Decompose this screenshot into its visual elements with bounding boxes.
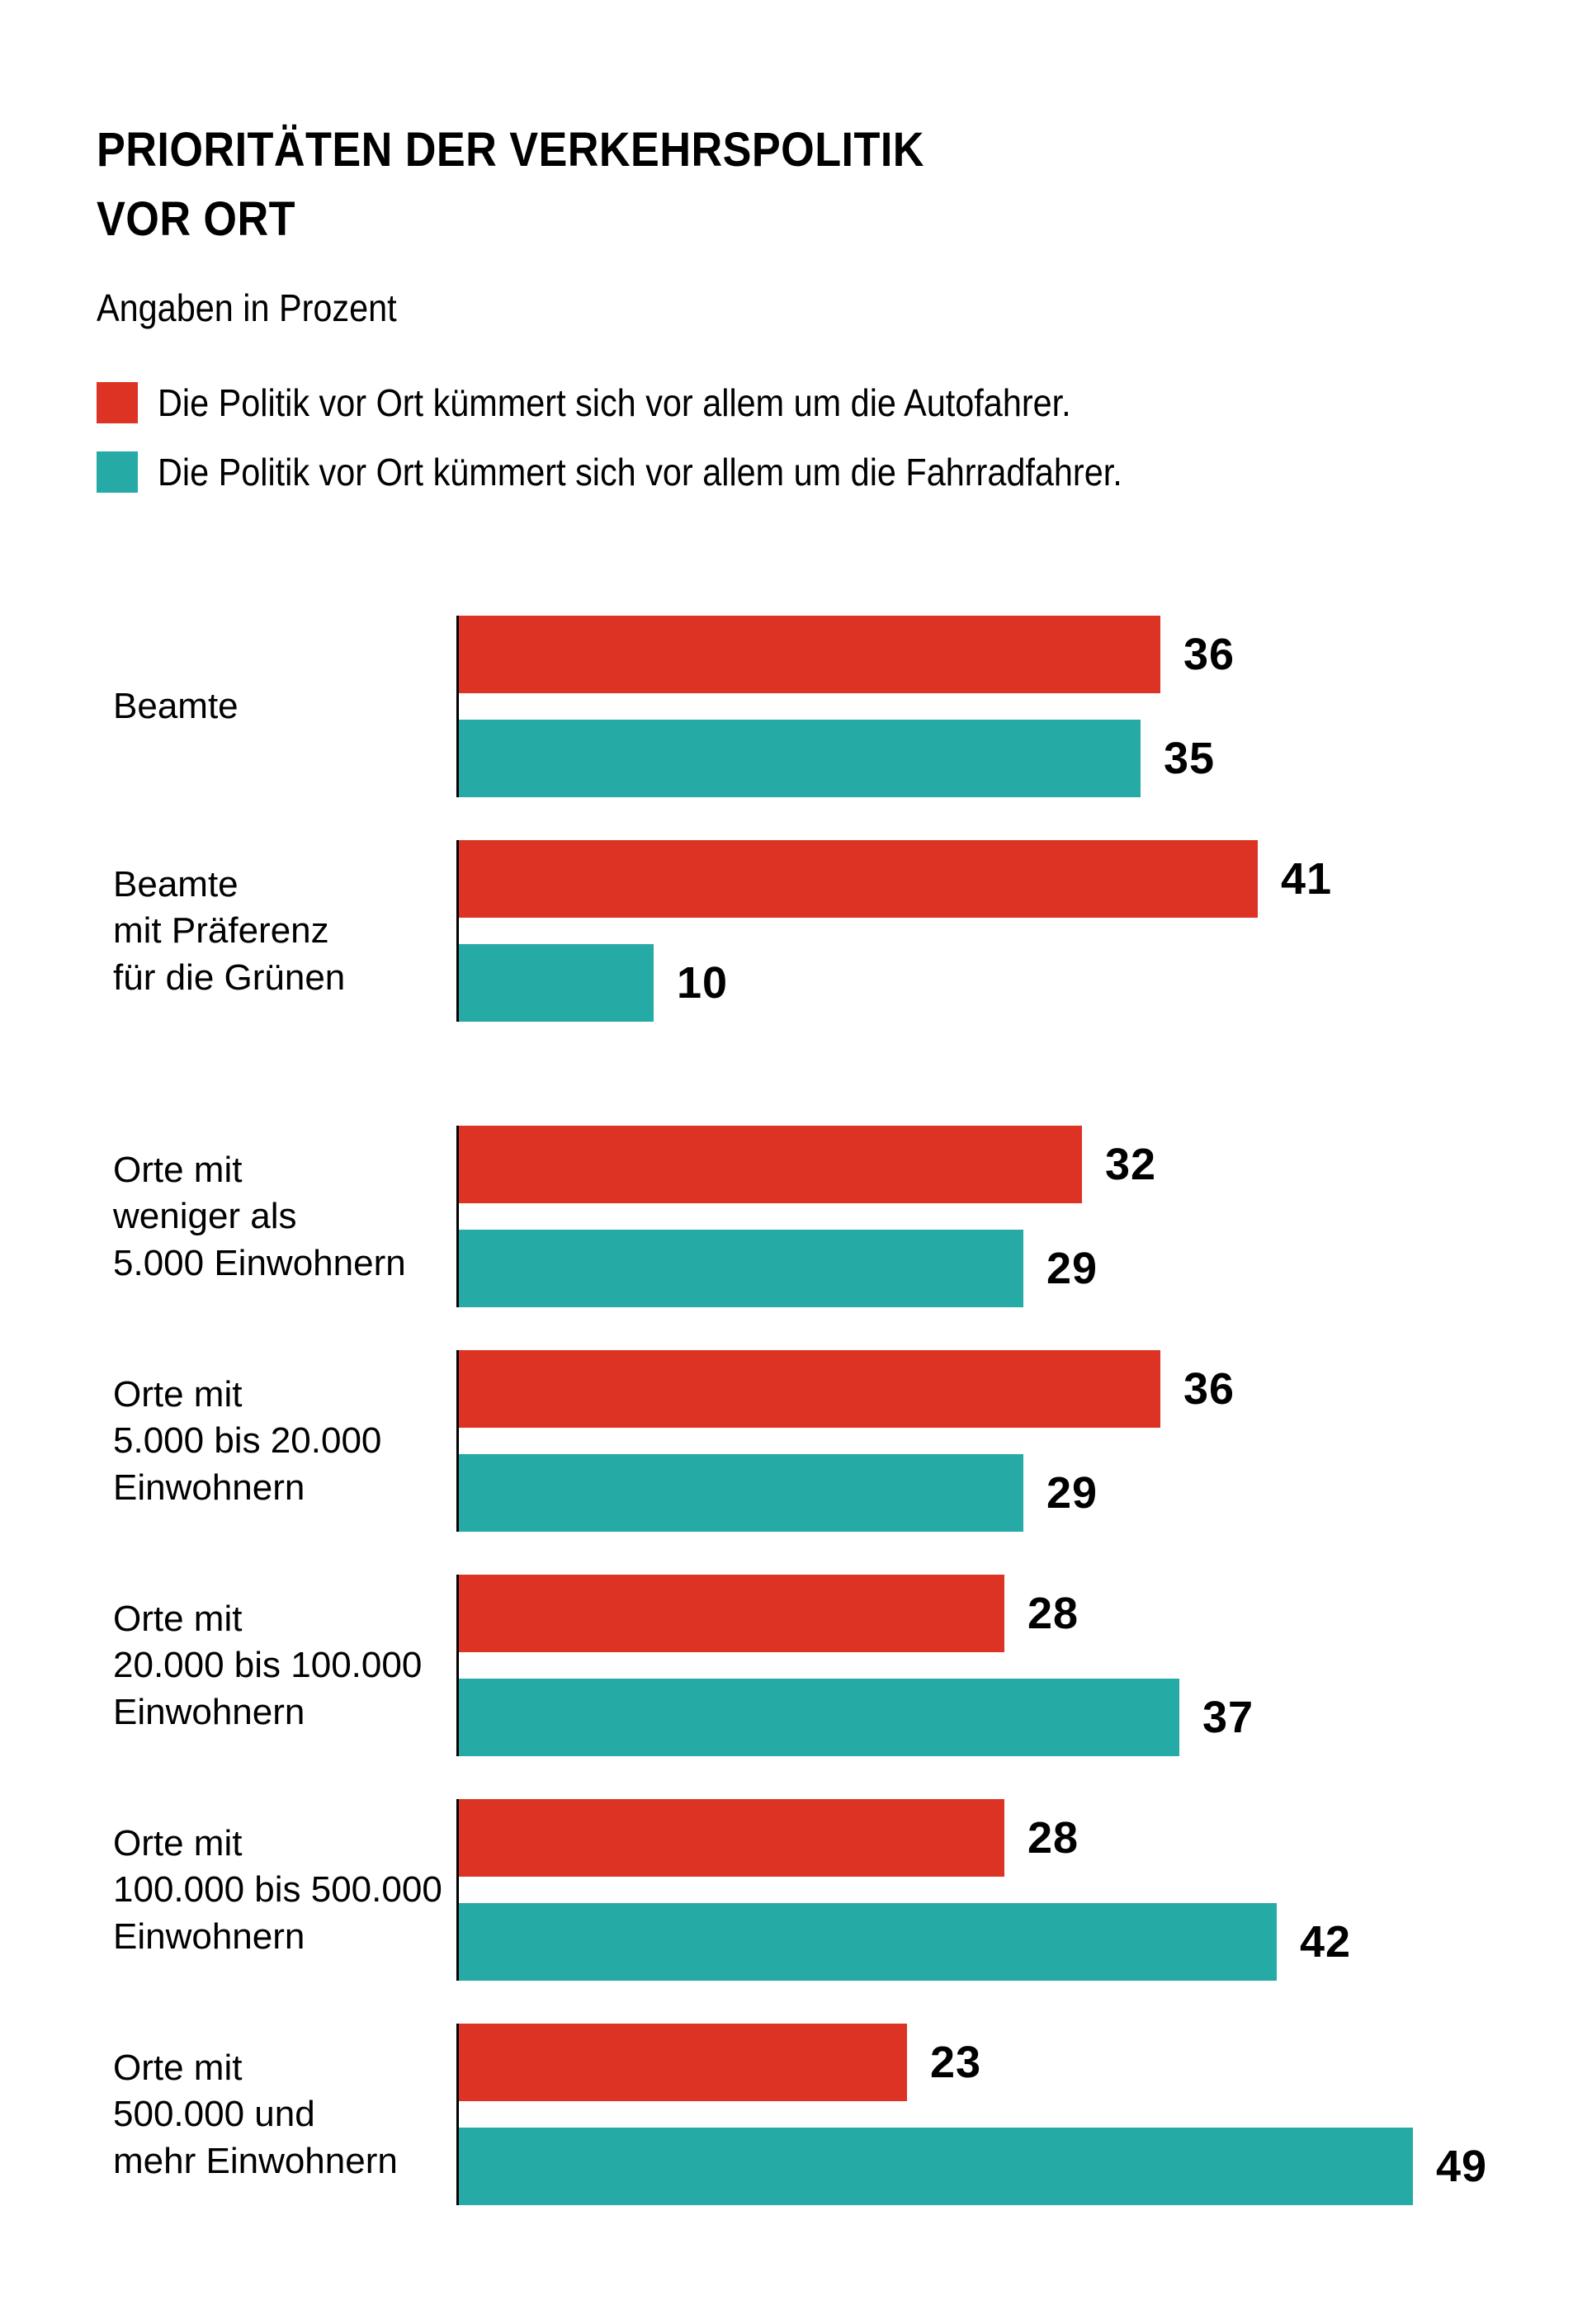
value-label-fahrradfahrer: 29 [1046,1244,1098,1294]
value-label-autofahrer: 32 [1105,1140,1157,1190]
bar-autofahrer [459,840,1258,919]
category-label: Orte mit 100.000 bis 500.000 Einwohnern [113,1822,442,1957]
bar-row-autofahrer: 32 [459,1126,1157,1204]
bar-row-autofahrer: 36 [459,616,1235,694]
legend-row-fahrradfahrer: Die Politik vor Ort kümmert sich vor all… [97,451,1542,494]
bar-autofahrer [459,2024,907,2102]
bar-row-autofahrer: 23 [459,2024,1487,2102]
category-label: Beamte [113,686,239,727]
value-label-fahrradfahrer: 42 [1300,1917,1352,1967]
bar-fahrradfahrer [459,1230,1023,1308]
page-title-line1: PRIORITÄTEN DER VERKEHRSPOLITIK [97,123,924,177]
bar-chart: Beamte 36 35 Beamte mit Präferenz für di… [97,616,1542,2206]
bar-fahrradfahrer [459,1454,1023,1533]
bar-area: 23 49 [456,2024,1488,2206]
value-label-fahrradfahrer: 35 [1164,734,1216,784]
bar-fahrradfahrer [459,944,654,1023]
bar-row-fahrradfahrer: 35 [459,720,1235,798]
chart-subtitle: Angaben in Prozent [97,286,397,330]
chart-legend: Die Politik vor Ort kümmert sich vor all… [97,381,1542,494]
bar-row-autofahrer: 28 [459,1575,1254,1653]
bar-row-fahrradfahrer: 37 [459,1679,1254,1757]
chart-group-orte-5000-20000: Orte mit 5.000 bis 20.000 Einwohnern 36 … [97,1350,1542,1533]
value-label-fahrradfahrer: 29 [1046,1468,1098,1519]
chart-group-orte-unter-5000: Orte mit weniger als 5.000 Einwohnern 32… [97,1126,1542,1308]
value-label-fahrradfahrer: 37 [1202,1693,1254,1743]
legend-label-fahrradfahrer: Die Politik vor Ort kümmert sich vor all… [158,451,1122,494]
bar-row-fahrradfahrer: 10 [459,944,1332,1023]
chart-group-orte-ueber-500000: Orte mit 500.000 und mehr Einwohnern 23 … [97,2024,1542,2206]
bar-area: 36 29 [456,1350,1235,1533]
bar-fahrradfahrer [459,2128,1413,2206]
bar-fahrradfahrer [459,1903,1277,1982]
chart-group-orte-20000-100000: Orte mit 20.000 bis 100.000 Einwohnern 2… [97,1575,1542,1757]
chart-group-beamte: Beamte 36 35 [97,616,1542,798]
bar-autofahrer [459,1799,1004,1878]
value-label-autofahrer: 36 [1183,630,1235,680]
bar-autofahrer [459,616,1160,694]
category-label: Orte mit weniger als 5.000 Einwohnern [113,1149,406,1283]
bar-row-autofahrer: 41 [459,840,1333,919]
value-label-autofahrer: 28 [1027,1589,1079,1639]
page-title-line2: VOR ORT [97,192,295,247]
bar-area: 32 29 [456,1126,1157,1308]
bar-row-fahrradfahrer: 29 [459,1454,1235,1533]
bar-area: 28 37 [456,1575,1254,1757]
value-label-autofahrer: 41 [1281,854,1333,905]
value-label-autofahrer: 23 [930,2038,982,2088]
value-label-fahrradfahrer: 10 [677,958,729,1008]
bar-row-autofahrer: 28 [459,1799,1351,1878]
bar-row-fahrradfahrer: 49 [459,2128,1488,2206]
value-label-autofahrer: 28 [1027,1813,1079,1863]
value-label-fahrradfahrer: 49 [1436,2142,1488,2192]
chart-group-orte-100000-500000: Orte mit 100.000 bis 500.000 Einwohnern … [97,1799,1542,1982]
category-label: Orte mit 500.000 und mehr Einwohnern [113,2047,398,2181]
bar-row-fahrradfahrer: 42 [459,1903,1352,1982]
bar-autofahrer [459,1575,1004,1653]
bar-area: 36 35 [456,616,1235,798]
bar-autofahrer [459,1126,1082,1204]
chart-group-beamte-gruene: Beamte mit Präferenz für die Grünen 41 1… [97,840,1542,1023]
bar-fahrradfahrer [459,1679,1179,1757]
bar-area: 41 10 [456,840,1333,1023]
legend-swatch-fahrradfahrer [97,451,138,494]
category-label: Orte mit 20.000 bis 100.000 Einwohnern [113,1598,423,1732]
legend-row-autofahrer: Die Politik vor Ort kümmert sich vor all… [97,381,1542,425]
bar-row-fahrradfahrer: 29 [459,1230,1156,1308]
bar-autofahrer [459,1350,1160,1429]
page-title: PRIORITÄTEN DER VERKEHRSPOLITIK VOR ORT [97,116,1542,254]
value-label-autofahrer: 36 [1183,1364,1235,1415]
legend-swatch-autofahrer [97,382,138,424]
category-label: Beamte mit Präferenz für die Grünen [113,863,346,998]
legend-label-autofahrer: Die Politik vor Ort kümmert sich vor all… [158,381,1071,425]
bar-row-autofahrer: 36 [459,1350,1235,1429]
category-label: Orte mit 5.000 bis 20.000 Einwohnern [113,1373,382,1508]
bar-area: 28 42 [456,1799,1352,1982]
bar-fahrradfahrer [459,720,1141,798]
